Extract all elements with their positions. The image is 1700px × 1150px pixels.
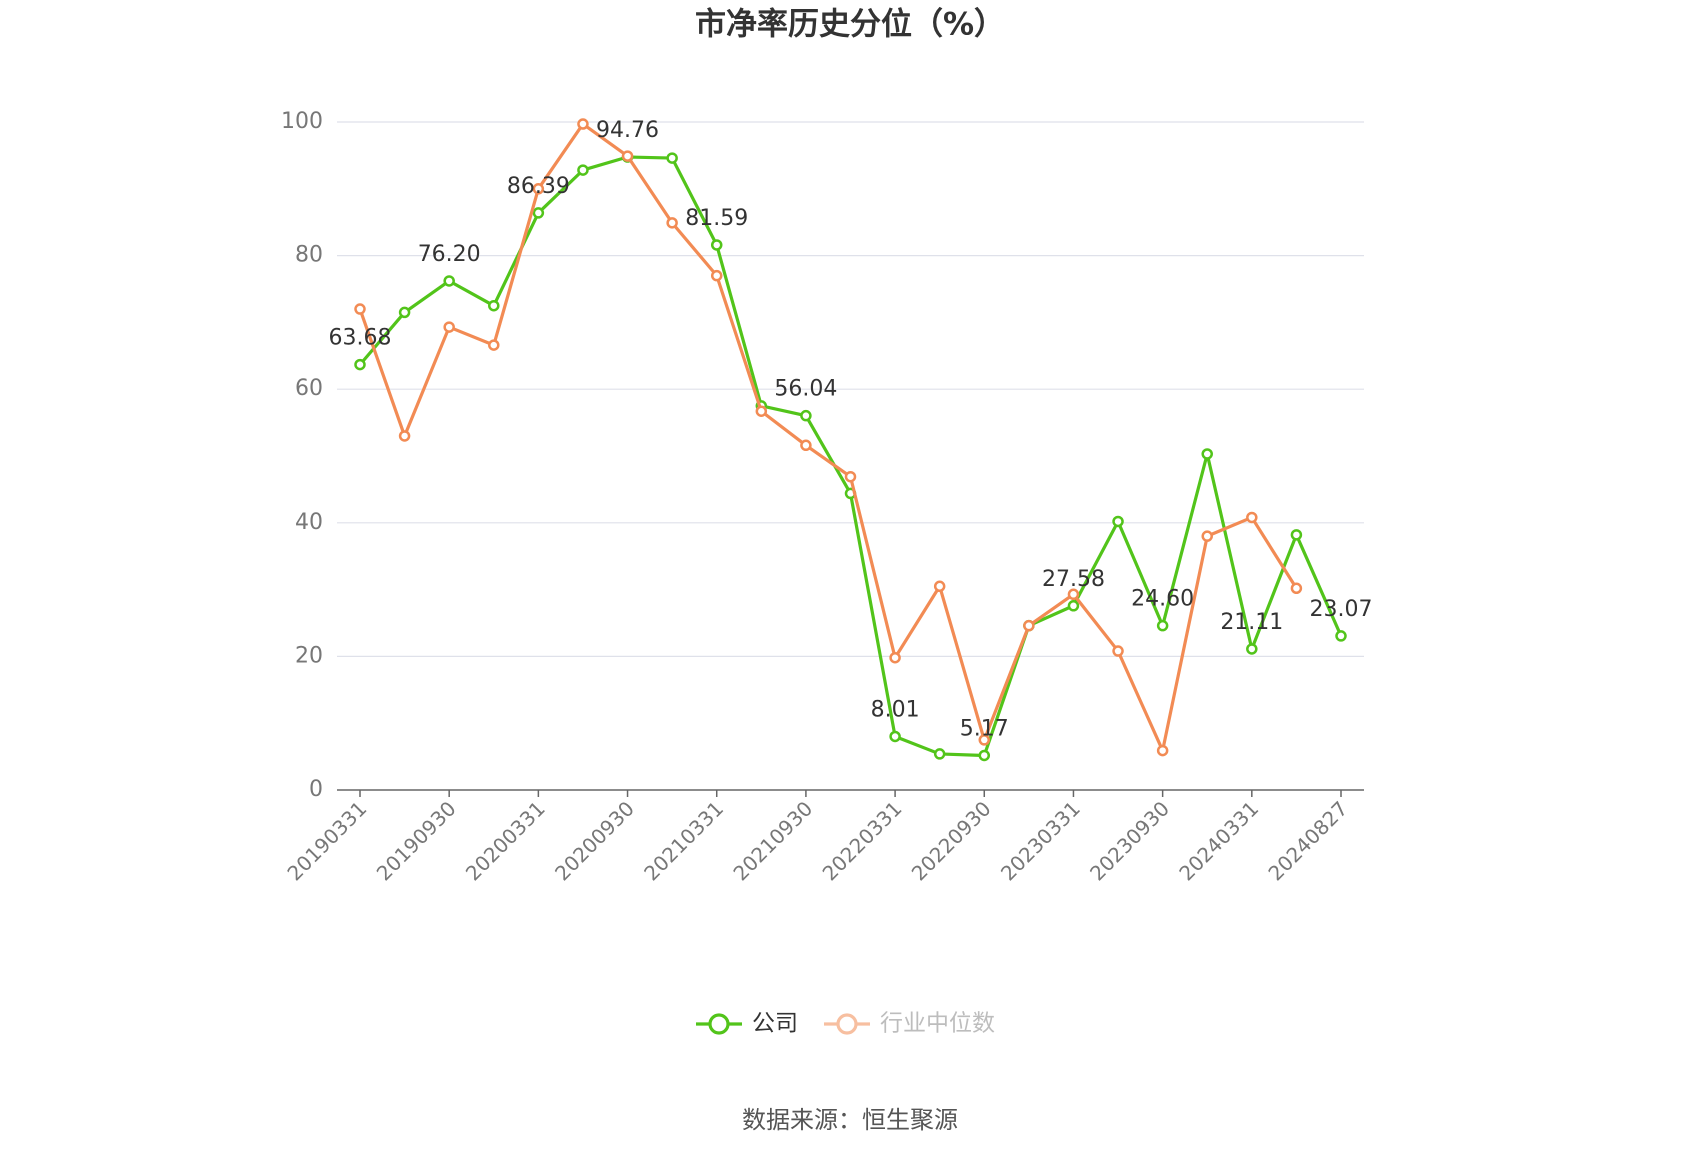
- data-point: [443, 275, 455, 287]
- series-line: [358, 122, 1298, 753]
- data-label: 23.07: [1310, 597, 1373, 622]
- x-tick-label: 20240827: [1263, 796, 1352, 885]
- data-label: 5.17: [960, 716, 1009, 741]
- data-label: 21.11: [1220, 610, 1283, 635]
- legend-label: 公司: [752, 1011, 798, 1037]
- data-label: 27.58: [1042, 567, 1105, 592]
- data-point: [398, 306, 411, 319]
- data-point: [978, 749, 991, 762]
- y-tick-label: 60: [295, 376, 323, 401]
- data-point: [398, 430, 411, 442]
- x-tick-label: 20230331: [996, 796, 1085, 885]
- data-point: [710, 239, 723, 251]
- data-label: 76.20: [418, 242, 481, 267]
- legend-label: 行业中位数: [880, 1011, 995, 1037]
- data-point: [1290, 582, 1303, 595]
- data-label: 86.39: [507, 174, 570, 199]
- data-point: [1112, 645, 1124, 657]
- data-point: [800, 409, 812, 422]
- data-point: [1246, 643, 1258, 655]
- data-label: 8.01: [871, 697, 920, 722]
- x-tick-label: 20200331: [461, 796, 550, 885]
- data-point: [933, 748, 946, 760]
- data-point: [1067, 600, 1080, 612]
- data-point: [710, 269, 723, 282]
- data-point: [1246, 511, 1258, 524]
- data-point: [666, 152, 678, 164]
- data-point: [1201, 530, 1213, 542]
- data-label: 94.76: [596, 118, 659, 143]
- x-tick-label: 20230930: [1085, 796, 1174, 885]
- data-point: [844, 470, 857, 483]
- legend-marker: [836, 1013, 858, 1035]
- data-point: [889, 730, 901, 743]
- data-point: [532, 183, 545, 195]
- data-point: [1290, 529, 1303, 541]
- legend-item: 行业中位数: [824, 1011, 995, 1037]
- x-tick-label: 20190930: [372, 796, 461, 885]
- data-point: [621, 150, 634, 162]
- data-point: [666, 217, 678, 229]
- data-point: [1023, 619, 1035, 632]
- data-point: [354, 358, 366, 371]
- data-point: [532, 207, 545, 219]
- data-point: [488, 299, 500, 312]
- legend-item: 公司: [696, 1011, 798, 1037]
- data-point: [1156, 744, 1169, 757]
- y-tick-label: 20: [295, 643, 323, 668]
- data-point: [354, 303, 366, 315]
- x-tick-label: 20220930: [907, 796, 996, 885]
- y-tick-label: 40: [295, 510, 323, 535]
- x-tick-label: 20200930: [550, 796, 639, 885]
- data-label: 56.04: [774, 377, 837, 402]
- y-tick-label: 80: [295, 243, 323, 268]
- x-tick-label: 20210331: [639, 796, 728, 885]
- x-tick-label: 20220331: [818, 796, 907, 885]
- chart-title: 市净率历史分位（%）: [695, 7, 1005, 43]
- y-tick-label: 100: [281, 109, 323, 134]
- data-point: [755, 405, 768, 417]
- data-point: [1201, 448, 1213, 460]
- data-point: [1112, 515, 1124, 528]
- data-point: [889, 651, 901, 664]
- data-label: 81.59: [685, 206, 748, 231]
- data-point: [577, 164, 589, 176]
- data-point: [488, 339, 500, 351]
- data-point: [577, 118, 589, 130]
- data-point: [933, 580, 946, 593]
- data-point: [978, 734, 991, 746]
- legend-marker: [708, 1013, 730, 1035]
- x-tick-label: 20190331: [282, 796, 371, 885]
- data-point: [1335, 630, 1347, 642]
- x-tick-label: 20240331: [1174, 796, 1263, 885]
- y-tick-label: 0: [309, 777, 323, 802]
- series-line: [358, 155, 1343, 758]
- data-point: [1067, 588, 1080, 601]
- data-label: 24.60: [1131, 587, 1194, 612]
- source: 数据来源：恒生聚源: [742, 1106, 958, 1134]
- x-tick-label: 20210930: [728, 796, 817, 885]
- data-point: [800, 439, 812, 452]
- data-point: [443, 321, 455, 333]
- data-point: [1156, 619, 1169, 632]
- data-label: 63.68: [329, 326, 392, 351]
